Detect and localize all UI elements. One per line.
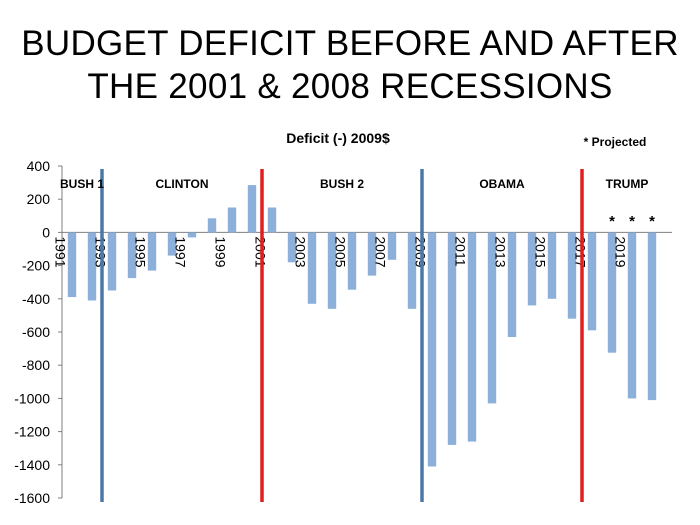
bar-1997 [187, 232, 197, 238]
bar-2011 [467, 232, 477, 442]
bar-1998 [207, 218, 217, 233]
y-axis-tick-label: 400 [27, 158, 51, 174]
bar-2006 [367, 232, 377, 276]
bar-2004 [327, 232, 337, 309]
y-axis-tick-label: -200 [22, 258, 50, 274]
slide-title-line-2: THE 2001 & 2008 RECESSIONS [87, 67, 613, 106]
bar-2002 [287, 232, 297, 263]
era-labels: BUSH 1 CLINTON BUSH 2 OBAMA TRUMP [60, 177, 648, 191]
bar-2001 [267, 207, 277, 233]
era-label: BUSH 2 [320, 177, 364, 191]
bar-2010 [447, 232, 457, 445]
projected-marker: * [609, 213, 615, 230]
y-axis-tick-label: 200 [27, 191, 51, 207]
y-axis-tick-label: -400 [22, 291, 50, 307]
era-label: CLINTON [155, 177, 208, 191]
era-label: TRUMP [606, 177, 649, 191]
y-axis-tick-label: -600 [22, 324, 50, 340]
x-axis-tick-labels: 1991199319951997199920012003200520072009… [53, 236, 629, 267]
bar-1992 [87, 232, 97, 301]
x-axis-tick-label: 1999 [213, 236, 229, 267]
era-label: OBAMA [479, 177, 525, 191]
x-axis-tick-label: 1997 [173, 236, 189, 267]
bar-2019 [627, 232, 637, 399]
era-label: BUSH 1 [60, 177, 104, 191]
y-axis-tick-label: -800 [22, 357, 50, 373]
x-axis-tick-label: 1991 [53, 236, 69, 267]
projected-marker: * [629, 213, 635, 230]
y-axis-tick-label: -1400 [14, 457, 50, 473]
y-axis-tick-label: 0 [42, 224, 50, 240]
x-axis-tick-label: 2003 [293, 236, 309, 267]
bar-2012 [487, 232, 497, 404]
bar-2018 [607, 232, 617, 353]
x-axis-tick-label: 2019 [613, 236, 629, 267]
y-axis-tick-label: -1200 [14, 424, 50, 440]
y-axis-tick-label: -1000 [14, 390, 50, 406]
era-dividers [100, 169, 584, 502]
bar-2016 [567, 232, 577, 319]
bar-2005 [347, 232, 357, 290]
x-axis-tick-label: 2013 [493, 236, 509, 267]
bar-2009 [427, 232, 437, 467]
bar-2015 [547, 232, 557, 299]
bar-2008 [407, 232, 417, 309]
chart-bars [67, 185, 657, 467]
bar-1994 [127, 232, 137, 279]
slide-title: BUDGET DEFICIT BEFORE AND AFTER THE 2001… [0, 22, 700, 108]
bar-2013 [507, 232, 517, 337]
projected-markers: * * * [609, 213, 655, 230]
bar-1999 [227, 207, 237, 233]
x-axis-tick-label: 1995 [133, 236, 149, 267]
bar-2014 [527, 232, 537, 306]
x-axis-tick-label: 2007 [373, 236, 389, 267]
y-axis-tick-label: -1600 [14, 490, 50, 506]
x-axis-tick-label: 2015 [533, 236, 549, 267]
x-axis-tick-label: 2011 [453, 236, 469, 266]
bar-2000 [247, 185, 257, 233]
projected-note: * Projected [584, 135, 647, 149]
bar-2007 [387, 232, 397, 260]
bar-2003 [307, 232, 317, 304]
bar-1996 [167, 232, 177, 256]
chart-title: Deficit (-) 2009$ [286, 130, 390, 146]
bar-1991 [67, 232, 77, 298]
bar-1993 [107, 232, 117, 291]
bar-1995 [147, 232, 157, 271]
bar-2017 [587, 232, 597, 331]
x-axis-tick-label: 2005 [333, 236, 349, 267]
projected-marker: * [649, 213, 655, 230]
chart-axes: 400 200 0 -200 -400 -600 -800 -1000 -1200 -1400 -1… [14, 158, 672, 506]
slide-title-line-1: BUDGET DEFICIT BEFORE AND AFTER [21, 24, 679, 63]
bar-2020 [647, 232, 657, 401]
